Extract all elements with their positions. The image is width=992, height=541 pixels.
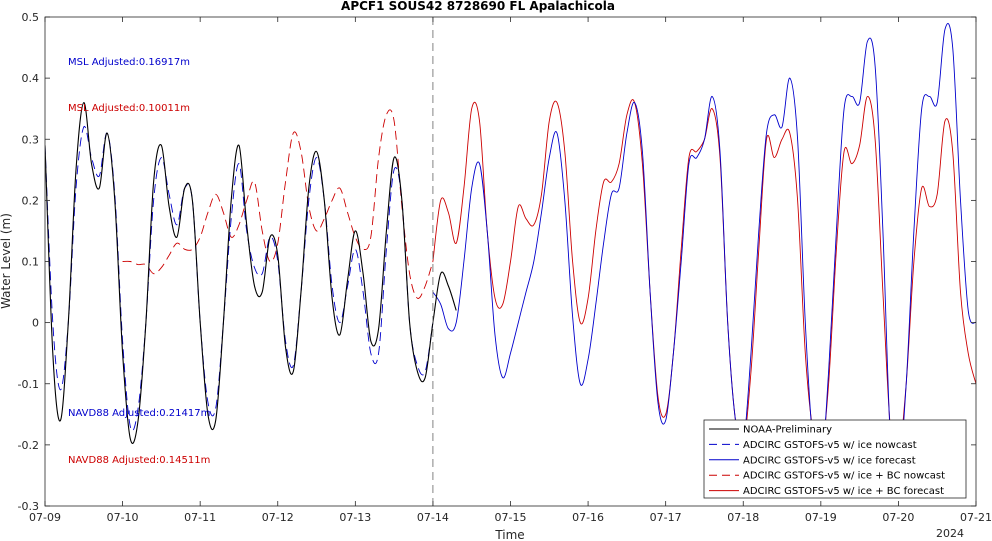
series-line-5 bbox=[432, 96, 976, 462]
legend: NOAA-Preliminary ADCIRC GSTOFS-v5 w/ ice … bbox=[703, 419, 967, 499]
annotation-navd88-blue: NAVD88 Adjusted:0.21417m bbox=[68, 408, 210, 419]
y-tick-label: 0.1 bbox=[22, 256, 40, 269]
x-tick-label: 07-21 bbox=[960, 511, 992, 524]
series-line-1 bbox=[45, 102, 457, 444]
x-tick-label: 07-10 bbox=[107, 511, 139, 524]
x-tick-label: 07-12 bbox=[262, 511, 294, 524]
x-tick-label: 07-19 bbox=[805, 511, 837, 524]
y-tick-label: 0.5 bbox=[22, 11, 40, 24]
axes bbox=[44, 16, 977, 507]
annotation-msl-blue: MSL Adjusted:0.16917m bbox=[68, 57, 190, 68]
y-tick-label: 0.2 bbox=[22, 194, 40, 207]
y-tick-label: -0.1 bbox=[18, 378, 39, 391]
x-tick-label: 07-15 bbox=[495, 511, 527, 524]
x-axis-label: Time bbox=[494, 528, 524, 541]
x-tick-label: 07-09 bbox=[29, 511, 61, 524]
x-tick-label: 07-20 bbox=[882, 511, 914, 524]
annotation-msl-red: MSL Adjusted:0.10011m bbox=[68, 103, 190, 114]
y-axis-label: Water Level (m) bbox=[0, 213, 13, 309]
annotation-navd88-red: NAVD88 Adjusted:0.14511m bbox=[68, 455, 210, 466]
x-tick-label: 07-17 bbox=[650, 511, 682, 524]
legend-label: NOAA-Preliminary bbox=[743, 425, 832, 436]
y-tick-label: 0.3 bbox=[22, 133, 40, 146]
tick-labels: 07-09 07-10 07-11 07-12 07-13 07-14 07-15 07-16… bbox=[18, 11, 992, 524]
legend-label: ADCIRC GSTOFS-v5 w/ ice nowcast bbox=[743, 440, 917, 451]
y-tick-label: -0.2 bbox=[18, 439, 39, 452]
x-tick-label: 07-14 bbox=[417, 511, 449, 524]
y-tick-label: 0 bbox=[32, 317, 39, 330]
legend-label: ADCIRC GSTOFS-v5 w/ ice forecast bbox=[743, 455, 916, 466]
x-tick-label: 07-16 bbox=[572, 511, 604, 524]
x-tick-label: 07-18 bbox=[727, 511, 759, 524]
legend-label: ADCIRC GSTOFS-v5 w/ ice + BC nowcast bbox=[743, 471, 945, 482]
chart-title: APCF1 SOUS42 8728690 FL Apalachicola bbox=[341, 0, 615, 13]
series-line-4 bbox=[122, 109, 434, 299]
x-year-label: 2024 bbox=[936, 527, 964, 540]
x-tick-label: 07-13 bbox=[339, 511, 371, 524]
y-tick-label: 0.4 bbox=[22, 72, 40, 85]
legend-label: ADCIRC GSTOFS-v5 w/ ice + BC forecast bbox=[743, 486, 944, 497]
x-tick-label: 07-11 bbox=[184, 511, 216, 524]
y-tick-label: -0.3 bbox=[18, 500, 39, 513]
legend-box bbox=[703, 419, 967, 499]
